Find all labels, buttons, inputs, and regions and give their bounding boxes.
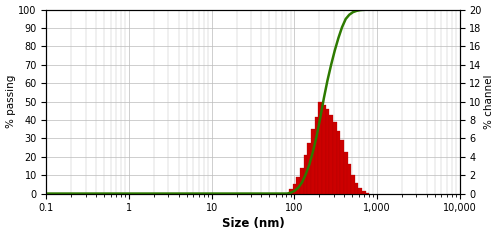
- Bar: [333, 122, 336, 194]
- Y-axis label: % passing: % passing: [6, 75, 16, 128]
- Bar: [362, 191, 366, 194]
- Bar: [296, 177, 300, 194]
- Bar: [348, 164, 351, 194]
- Bar: [358, 188, 362, 194]
- Bar: [311, 129, 314, 194]
- Bar: [314, 117, 318, 194]
- Bar: [292, 184, 296, 194]
- Bar: [326, 109, 330, 194]
- Bar: [308, 143, 311, 194]
- Bar: [318, 101, 322, 194]
- Bar: [329, 115, 333, 194]
- Bar: [336, 131, 340, 194]
- Bar: [366, 193, 369, 194]
- Y-axis label: % channel: % channel: [484, 74, 494, 129]
- Bar: [322, 105, 326, 194]
- X-axis label: Size (nm): Size (nm): [222, 217, 284, 230]
- Bar: [289, 189, 293, 194]
- Bar: [340, 140, 344, 194]
- Bar: [304, 155, 308, 194]
- Bar: [351, 175, 355, 194]
- Bar: [344, 152, 348, 194]
- Bar: [300, 168, 304, 194]
- Bar: [355, 182, 358, 194]
